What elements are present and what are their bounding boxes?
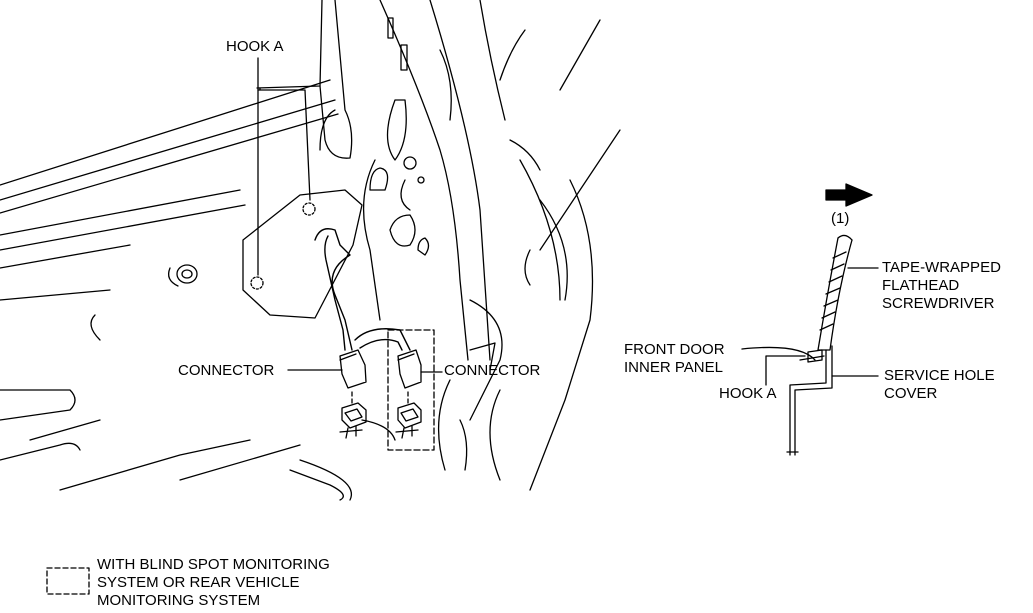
- optional-equipment-box: [387, 329, 435, 451]
- door-trim-lines: [0, 189, 353, 501]
- screwdriver-label-line: FLATHEAD: [882, 277, 960, 294]
- hook-a-top-label: HOOK A: [226, 38, 284, 55]
- door-window-frame: [0, 0, 353, 214]
- hook-a-point-upper: [302, 202, 316, 216]
- hook-a-detail-label: HOOK A: [719, 385, 777, 402]
- panel-cross-section: [786, 345, 833, 456]
- trim-clip: [167, 264, 198, 287]
- body-panel: [437, 0, 621, 491]
- connector-left-drawing: [339, 349, 396, 441]
- connector-left-label: CONNECTOR: [178, 362, 275, 379]
- connector-right-drawing: [395, 349, 422, 439]
- service-hole-cover: [242, 189, 363, 319]
- direction-arrow-icon: [825, 183, 873, 207]
- connector-right-label: CONNECTOR: [444, 362, 541, 379]
- service-cover-label-line: SERVICE HOLE: [884, 367, 995, 384]
- pillar: [362, 0, 491, 361]
- inner-panel-label: FRONT DOOR INNER PANEL: [624, 341, 725, 377]
- legend-text-line: MONITORING SYSTEM: [97, 592, 261, 609]
- service-cover-label-line: COVER: [884, 385, 938, 402]
- hook-a-point-lower: [250, 276, 264, 290]
- detail-leaders: [741, 267, 879, 386]
- screwdriver-label-line: SCREWDRIVER: [882, 295, 995, 312]
- service-cover-label: SERVICE HOLE COVER: [884, 367, 995, 403]
- hook-a-leaders: [257, 57, 311, 276]
- screwdriver-label-line: TAPE-WRAPPED: [882, 259, 1001, 276]
- inner-panel-label-line: INNER PANEL: [624, 359, 723, 376]
- legend-text-line: WITH BLIND SPOT MONITORING: [97, 556, 330, 573]
- screwdriver-label: TAPE-WRAPPED FLATHEAD SCREWDRIVER: [882, 259, 1001, 313]
- dashed-box-legend-icon: [46, 567, 90, 595]
- inner-panel-label-line: FRONT DOOR: [624, 341, 725, 358]
- arrow-number-label: (1): [831, 210, 850, 227]
- legend-text-line: SYSTEM OR REAR VEHICLE: [97, 574, 300, 591]
- screwdriver-drawing: [817, 234, 853, 351]
- legend-text: WITH BLIND SPOT MONITORING SYSTEM OR REA…: [97, 556, 330, 610]
